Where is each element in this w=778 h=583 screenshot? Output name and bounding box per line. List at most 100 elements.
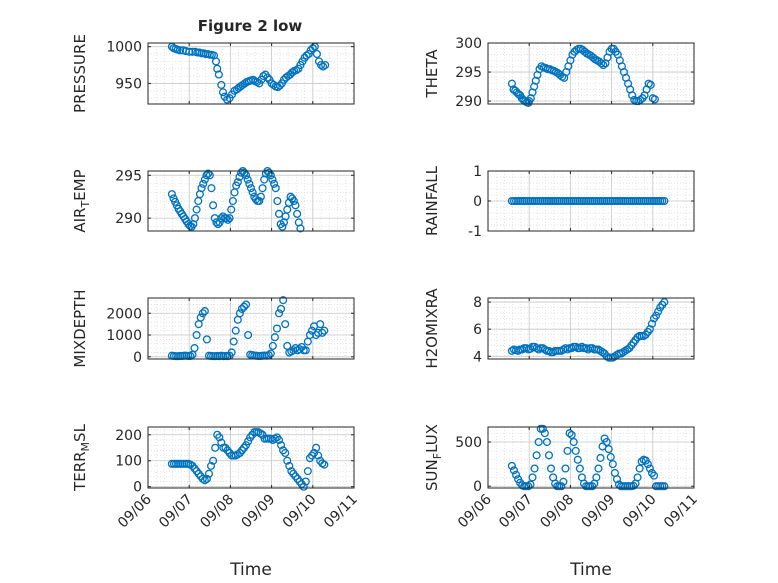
data-point (571, 446, 580, 455)
data-point (281, 320, 290, 329)
data-point (202, 335, 211, 344)
data-point (319, 62, 328, 71)
data-point (569, 437, 578, 447)
data-point (561, 464, 570, 473)
data-point (217, 80, 226, 89)
data-point (235, 309, 244, 318)
data-point (197, 184, 206, 193)
data-point (507, 461, 516, 470)
data-point (227, 348, 236, 357)
x-tick-label: 09/08 (537, 492, 577, 532)
data-point (557, 482, 566, 491)
data-point (301, 477, 310, 486)
subplot-air-temp: 290 295 AIRTEMP (71, 166, 355, 233)
data-point (270, 179, 279, 188)
y-tick-label: 0 (133, 350, 142, 366)
data-point (248, 188, 257, 197)
x-tick-label: 09/06 (455, 491, 495, 531)
data-point (207, 184, 216, 193)
y-axis-label: THETA (423, 49, 441, 99)
subplot-mixdepth: 0 1000 2000 MIXDEPTH (71, 289, 355, 368)
x-axis-label: Time (569, 560, 612, 580)
data-point (291, 201, 300, 210)
x-tick-label: 09/07 (156, 492, 196, 532)
data-point (639, 331, 648, 341)
data-point (202, 474, 211, 483)
data-point (316, 320, 325, 329)
data-point (312, 443, 321, 452)
data-point (209, 201, 218, 210)
data-point (266, 349, 275, 358)
y-axis-label: RAINFALL (423, 165, 441, 236)
data-point (167, 190, 176, 199)
data-point (192, 330, 201, 340)
data-point (628, 91, 637, 100)
data-point (199, 179, 208, 188)
x-axis-label: Time (229, 560, 272, 580)
data-point (215, 433, 224, 442)
data-point (636, 95, 645, 104)
y-tick-label: 500 (455, 435, 482, 451)
y-tick-label: 4 (473, 349, 482, 365)
data-point (255, 196, 264, 206)
data-point (635, 464, 644, 473)
data-point (511, 470, 521, 479)
data-point (301, 346, 310, 355)
data-point (266, 171, 275, 180)
axes-frame (147, 426, 355, 489)
data-point (538, 424, 547, 433)
data-point (268, 175, 277, 184)
data-point (660, 482, 669, 491)
data-point (242, 171, 251, 180)
data-point (540, 429, 549, 438)
data-point (215, 218, 224, 227)
data-point (212, 218, 221, 227)
y-tick-label: 8 (473, 295, 482, 311)
data-point (198, 309, 207, 318)
data-point (202, 171, 211, 180)
x-tick-label: 09/10 (280, 492, 320, 532)
data-point (249, 75, 258, 84)
data-point (645, 325, 654, 334)
axes-frame (487, 426, 695, 489)
data-point (277, 441, 286, 450)
data-point (575, 464, 584, 473)
y-axis-label: H2OMIXRA (423, 288, 441, 369)
y-tick-label: 950 (115, 76, 142, 92)
subplot-theta: 290 295 300 THETA (423, 36, 695, 110)
figure-title: Figure 2 low (198, 17, 303, 35)
y-tick-label: -1 (468, 224, 482, 240)
data-point (256, 192, 265, 201)
y-tick-label: 300 (455, 36, 482, 52)
data-point (649, 471, 659, 480)
data-point (277, 304, 286, 313)
data-point (302, 51, 311, 60)
data-point (650, 95, 659, 104)
data-point (275, 81, 284, 90)
data-point (274, 309, 284, 318)
data-point (283, 456, 292, 465)
y-tick-label: 295 (115, 168, 142, 184)
data-point (271, 184, 280, 193)
subplot-sun-flux: 0 500 SUNFLUX 09/06 09/07 09/08 09/09 09/10 09/1… (423, 424, 701, 580)
data-point (214, 70, 223, 79)
y-tick-label: 0 (133, 480, 142, 496)
data-point (296, 224, 305, 233)
data-point (559, 477, 568, 486)
data-point (629, 481, 638, 490)
x-tick-label: 09/11 (661, 492, 701, 532)
data-point (217, 438, 226, 447)
data-point (222, 214, 231, 223)
data-point (608, 460, 617, 469)
data-point (534, 437, 543, 447)
data-point (258, 184, 267, 193)
y-axis-label: MIXDEPTH (71, 289, 89, 367)
data-point (223, 215, 232, 224)
data-point (316, 60, 326, 70)
data-point (573, 455, 582, 464)
data-point (509, 466, 519, 475)
data-point (599, 61, 608, 70)
data-point (299, 482, 308, 491)
data-point (209, 456, 218, 465)
data-point (604, 445, 613, 454)
